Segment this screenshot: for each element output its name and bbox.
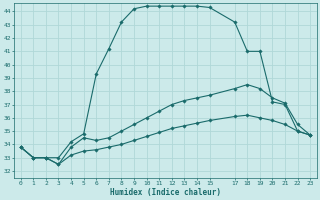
X-axis label: Humidex (Indice chaleur): Humidex (Indice chaleur) — [110, 188, 221, 197]
